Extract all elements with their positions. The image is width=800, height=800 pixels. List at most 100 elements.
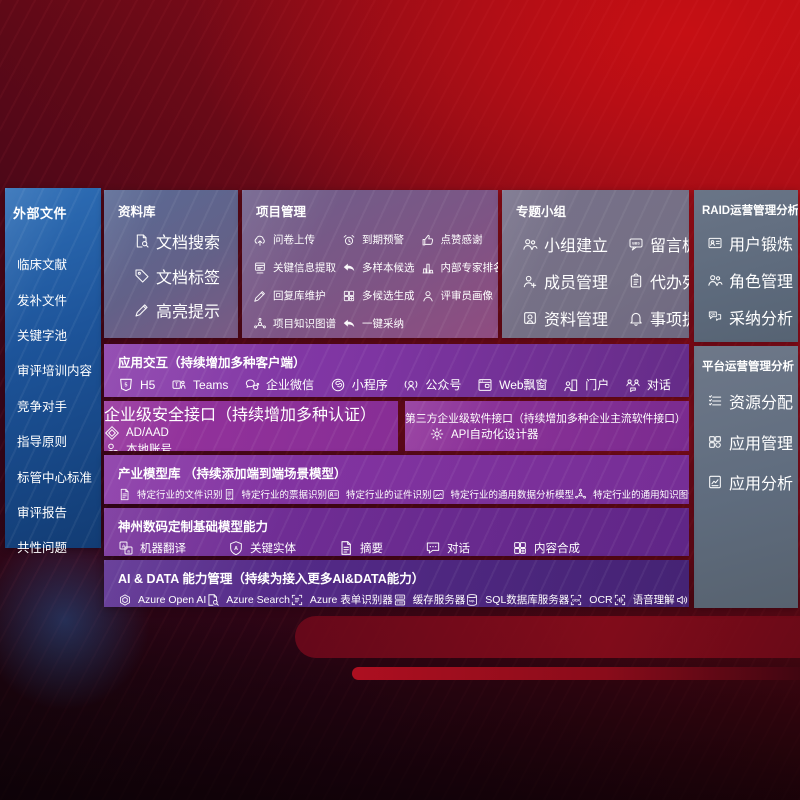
pencil-icon xyxy=(253,289,267,303)
feature-label: 项目知识图谱 xyxy=(273,318,336,330)
sidebar-item: 共性问题 xyxy=(5,529,101,564)
external-files-sidebar: 外部文件 临床文献 发补文件 关键字池 审评培训内容 竞争对手 指导原则 标管中心标准 审评报… xyxy=(5,188,101,555)
feature-label: 机器翻译 xyxy=(140,543,186,555)
feature-label: 一键采纳 xyxy=(362,318,404,330)
repository-panel: 资料库 文档搜索 文档标签 高亮提示 关系图谱 文档分类 xyxy=(104,190,238,338)
item-pencil: 高亮提示 xyxy=(134,298,238,322)
graph-icon xyxy=(134,337,150,339)
doc-extract-icon xyxy=(253,261,267,275)
cloud-upload-icon xyxy=(253,233,267,247)
item-people: 角色管理 xyxy=(707,268,798,292)
sidebar-item-label: 审评培训内容 xyxy=(17,364,93,379)
sidebar-list: 临床文献 发补文件 关键字池 审评培训内容 竞争对手 指导原则 标管中心标准 审评报告 共性问题 xyxy=(5,246,101,565)
item-wechat: 企业微信 xyxy=(244,376,314,393)
item-doc-search: Azure Search xyxy=(206,593,290,607)
sidebar-item: 指导原则 xyxy=(5,423,101,458)
item-image-chart: 特定行业的通用数据分析模型 xyxy=(432,487,574,501)
industry-model-row: 产业模型库 （持续添加端到端场景模型） 特定行业的文件识别 特定行业的票据识别 … xyxy=(104,455,689,504)
sidebar-item-label: 指导原则 xyxy=(17,435,68,450)
repository-title: 资料库 xyxy=(118,205,156,219)
feature-label: SQL数据库服务器 xyxy=(485,594,570,606)
interface-row: 企业级安全接口（持续增加多种认证） AD/AAD 本地账号 组织定义 第三方企业… xyxy=(104,401,689,451)
feature-label: 事项提醒 xyxy=(650,312,689,329)
sidebar-item-label: 竞争对手 xyxy=(17,399,68,414)
item-thumb-up: 点赞感谢 xyxy=(421,232,499,247)
platform-analysis-panel: 平台运营管理分析 资源分配 应用管理 应用分析 xyxy=(694,346,798,608)
feature-label: 用户锻炼 xyxy=(729,237,794,254)
feature-label: 点赞感谢 xyxy=(440,234,483,246)
item-report: 应用分析 xyxy=(707,470,798,494)
item-reply: 一键采纳 xyxy=(342,316,415,331)
background-stripe-shape xyxy=(352,667,800,680)
portal-icon xyxy=(563,377,579,393)
sidebar-item-label: 临床文献 xyxy=(17,258,68,273)
feature-label: 回复库维护 xyxy=(273,290,326,302)
tts-icon xyxy=(675,593,689,607)
people-icon xyxy=(707,272,723,288)
item-people: 小组建立 xyxy=(522,232,608,256)
feature-label: 文档搜索 xyxy=(156,235,221,252)
feature-label: 对话 xyxy=(646,378,671,392)
top-panel-row: 资料库 文档搜索 文档标签 高亮提示 关系图谱 文档分类 xyxy=(104,190,689,338)
feature-label: 代办列表 xyxy=(650,275,689,292)
item-bbs: 留言板 xyxy=(628,232,689,256)
item-cache: 缓存服务器 xyxy=(393,592,465,607)
item-cloud-upload: 问卷上传 xyxy=(253,232,336,247)
item-list: 资源分配 xyxy=(707,389,798,413)
item-puzzle: 多候选生成 xyxy=(342,288,415,303)
item-gear: API自动化设计器 xyxy=(429,426,689,442)
dialog-icon xyxy=(625,377,641,393)
reply-icon xyxy=(342,261,356,275)
item-bell: 事项提醒 xyxy=(628,306,689,330)
diamond-icon xyxy=(104,425,120,441)
sidebar-item-label: 审评报告 xyxy=(17,505,68,520)
security-title: 企业级安全接口（持续增加多种认证） xyxy=(104,407,377,424)
feature-label: 摘要 xyxy=(360,543,383,555)
item-mini: 小程序 xyxy=(330,376,388,393)
item-teams: Teams xyxy=(171,377,228,393)
topic-title: 专题小组 xyxy=(516,205,567,219)
feature-label: 小程序 xyxy=(351,378,388,392)
feature-label: Azure Search xyxy=(226,593,290,606)
feature-label: 小组建立 xyxy=(544,238,609,255)
item-tag: 文档标签 xyxy=(134,264,238,288)
item-doc: 特定行业的文件识别 xyxy=(118,487,223,501)
background-laptop-shape xyxy=(295,616,800,658)
item-graph: 关系图谱 xyxy=(134,333,238,339)
reply-icon xyxy=(342,317,356,331)
pencil-icon xyxy=(134,302,150,318)
item-id-card: 用户锻炼 xyxy=(707,231,798,255)
feature-label: 关键实体 xyxy=(250,543,296,555)
bell-icon xyxy=(628,310,644,326)
feature-label: 多候选生成 xyxy=(362,290,415,302)
item-openai: Azure Open AI xyxy=(118,593,206,607)
item-chat-qa: 采纳分析 xyxy=(707,305,798,329)
item-grid: 应用管理 xyxy=(707,430,798,454)
feature-label: AD/AAD xyxy=(126,427,169,439)
chat-icon xyxy=(425,540,441,556)
item-dialog: 对话 xyxy=(625,376,671,393)
feature-label: 到期预警 xyxy=(362,234,404,246)
sidebar-item: 审评培训内容 xyxy=(5,352,101,387)
feature-label: 高亮提示 xyxy=(156,304,221,321)
feature-label: Web飘窗 xyxy=(499,378,548,392)
sidebar-title: 外部文件 xyxy=(13,206,68,221)
item-alarm: 到期预警 xyxy=(342,232,415,247)
sql-icon xyxy=(465,593,479,607)
feature-label: 应用分析 xyxy=(729,476,794,493)
item-shield-a: 关键实体 xyxy=(228,540,296,556)
item-reply: 多样本候选 xyxy=(342,260,415,275)
clipboard-icon xyxy=(628,273,644,289)
thumb-up-icon xyxy=(421,233,435,247)
grid-icon xyxy=(707,434,723,450)
item-graph: 特定行业的通用知识图谱模型 xyxy=(574,487,689,501)
feature-label: 内容合成 xyxy=(534,543,580,555)
sidebar-item: 审评报告 xyxy=(5,494,101,529)
sidebar-item-label: 关键字池 xyxy=(17,328,68,343)
feature-label: 资料管理 xyxy=(544,312,609,329)
item-podium: 内部专家排名 xyxy=(421,260,498,275)
local-user-icon xyxy=(104,441,120,451)
doc-search-icon xyxy=(206,593,220,607)
item-album: 资料管理 xyxy=(522,306,608,330)
puzzle-icon xyxy=(342,289,356,303)
